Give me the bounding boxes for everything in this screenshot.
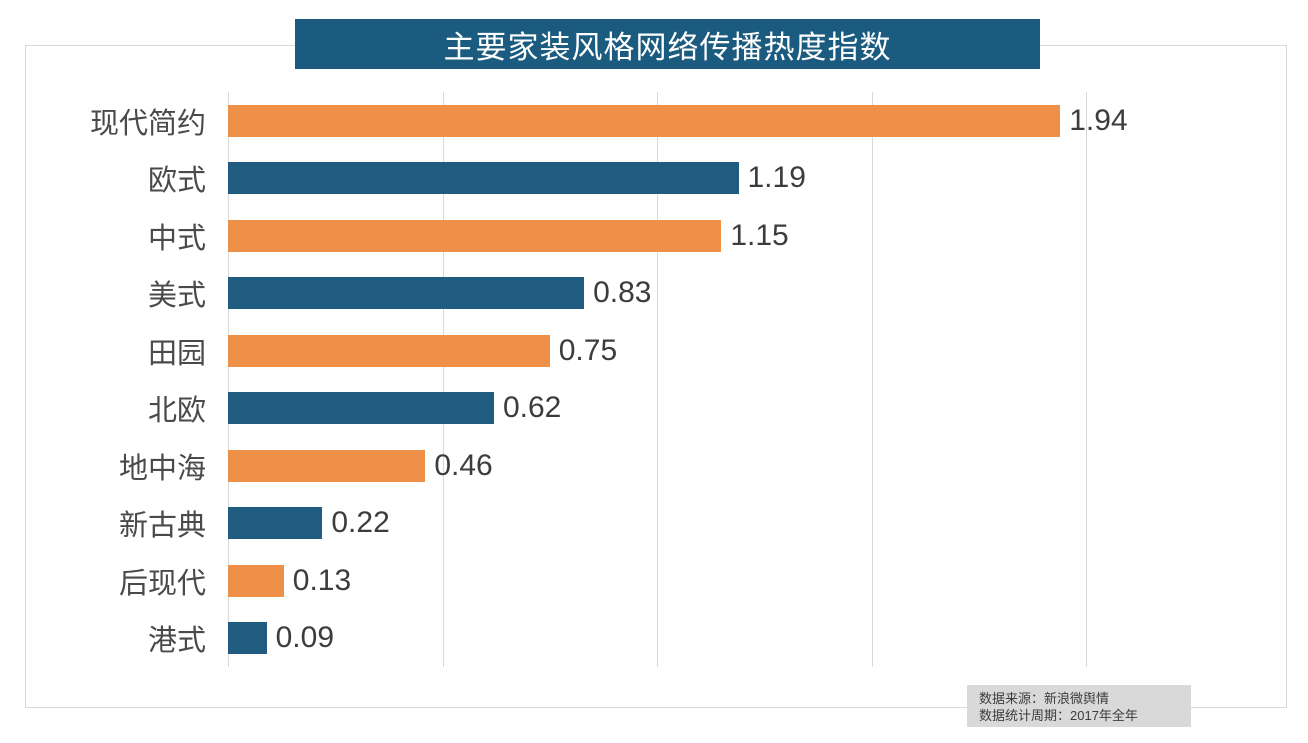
bar-row: 1.94 (228, 92, 1308, 150)
category-label-新古典: 新古典 (118, 510, 206, 543)
bar-地中海 (228, 449, 426, 482)
bar-row: 0.83 (228, 265, 1308, 323)
bar-美式 (228, 277, 585, 310)
category-label-美式: 美式 (147, 280, 206, 313)
bar-value-label: 0.09 (275, 621, 334, 655)
category-axis-labels: 现代简约欧式中式美式田园北欧地中海新古典后现代港式 (25, 92, 217, 667)
bar-row: 0.46 (228, 437, 1308, 495)
bar-value-label: 0.75 (558, 333, 618, 367)
bar-rows: 1.94 1.19 1.15 0.83 0.75 0.62 0.46 0.22 0.13 0.09 (228, 92, 1128, 667)
gridline-0.5 (442, 92, 444, 667)
gridline-1.5 (871, 92, 873, 667)
bar-row: 0.13 (228, 552, 1308, 610)
bar-row: 1.15 (228, 207, 1308, 265)
bar-value-label: 0.22 (331, 506, 390, 540)
bar-row: 1.19 (228, 150, 1308, 208)
category-label-欧式: 欧式 (147, 165, 206, 198)
bar-value-label: 1.94 (1069, 103, 1128, 137)
footnote-period: 数据统计周期：2017年全年 (979, 708, 1138, 723)
bar-港式 (228, 622, 267, 655)
bar-row: 0.62 (228, 380, 1308, 438)
bar-value-label: 0.13 (292, 563, 352, 597)
bar-value-label: 1.15 (730, 218, 789, 252)
bar-后现代 (228, 564, 284, 597)
bar-value-label: 0.83 (593, 276, 652, 310)
bar-value-label: 0.62 (502, 391, 562, 425)
category-label-北欧: 北欧 (147, 395, 206, 428)
gridline-2 (1086, 92, 1087, 667)
bar-欧式 (228, 162, 739, 195)
chart-title: 主要家装风格网络传播热度指数 (443, 29, 892, 65)
bar-新古典 (228, 507, 323, 540)
bar-row: 0.22 (228, 495, 1308, 553)
footnote-source: 数据来源：新浪微舆情 (979, 691, 1110, 706)
gridline-1 (657, 92, 658, 667)
bar-北欧 (228, 392, 494, 425)
chart-title-banner: 主要家装风格网络传播热度指数 (295, 19, 1040, 69)
bar-中式 (228, 219, 722, 252)
footnote-box: 数据来源：新浪微舆情 数据统计周期：2017年全年 (967, 685, 1191, 727)
category-label-后现代: 后现代 (118, 567, 206, 600)
bar-row: 0.09 (228, 610, 1308, 668)
gridline-0 (228, 92, 229, 667)
bar-现代简约 (228, 104, 1061, 137)
category-label-中式: 中式 (147, 222, 206, 255)
category-label-港式: 港式 (147, 625, 206, 658)
category-label-地中海: 地中海 (118, 452, 206, 485)
chart-frame (25, 45, 1287, 708)
category-label-田园: 田园 (147, 337, 206, 370)
bar-row: 0.75 (228, 322, 1308, 380)
bar-田园 (228, 334, 550, 367)
bar-value-label: 0.46 (434, 448, 493, 482)
bar-value-label: 1.19 (747, 161, 806, 195)
plot-area: 1.94 1.19 1.15 0.83 0.75 0.62 0.46 0.22 0.13 0.09 (228, 92, 1128, 667)
category-label-现代简约: 现代简约 (89, 107, 206, 140)
